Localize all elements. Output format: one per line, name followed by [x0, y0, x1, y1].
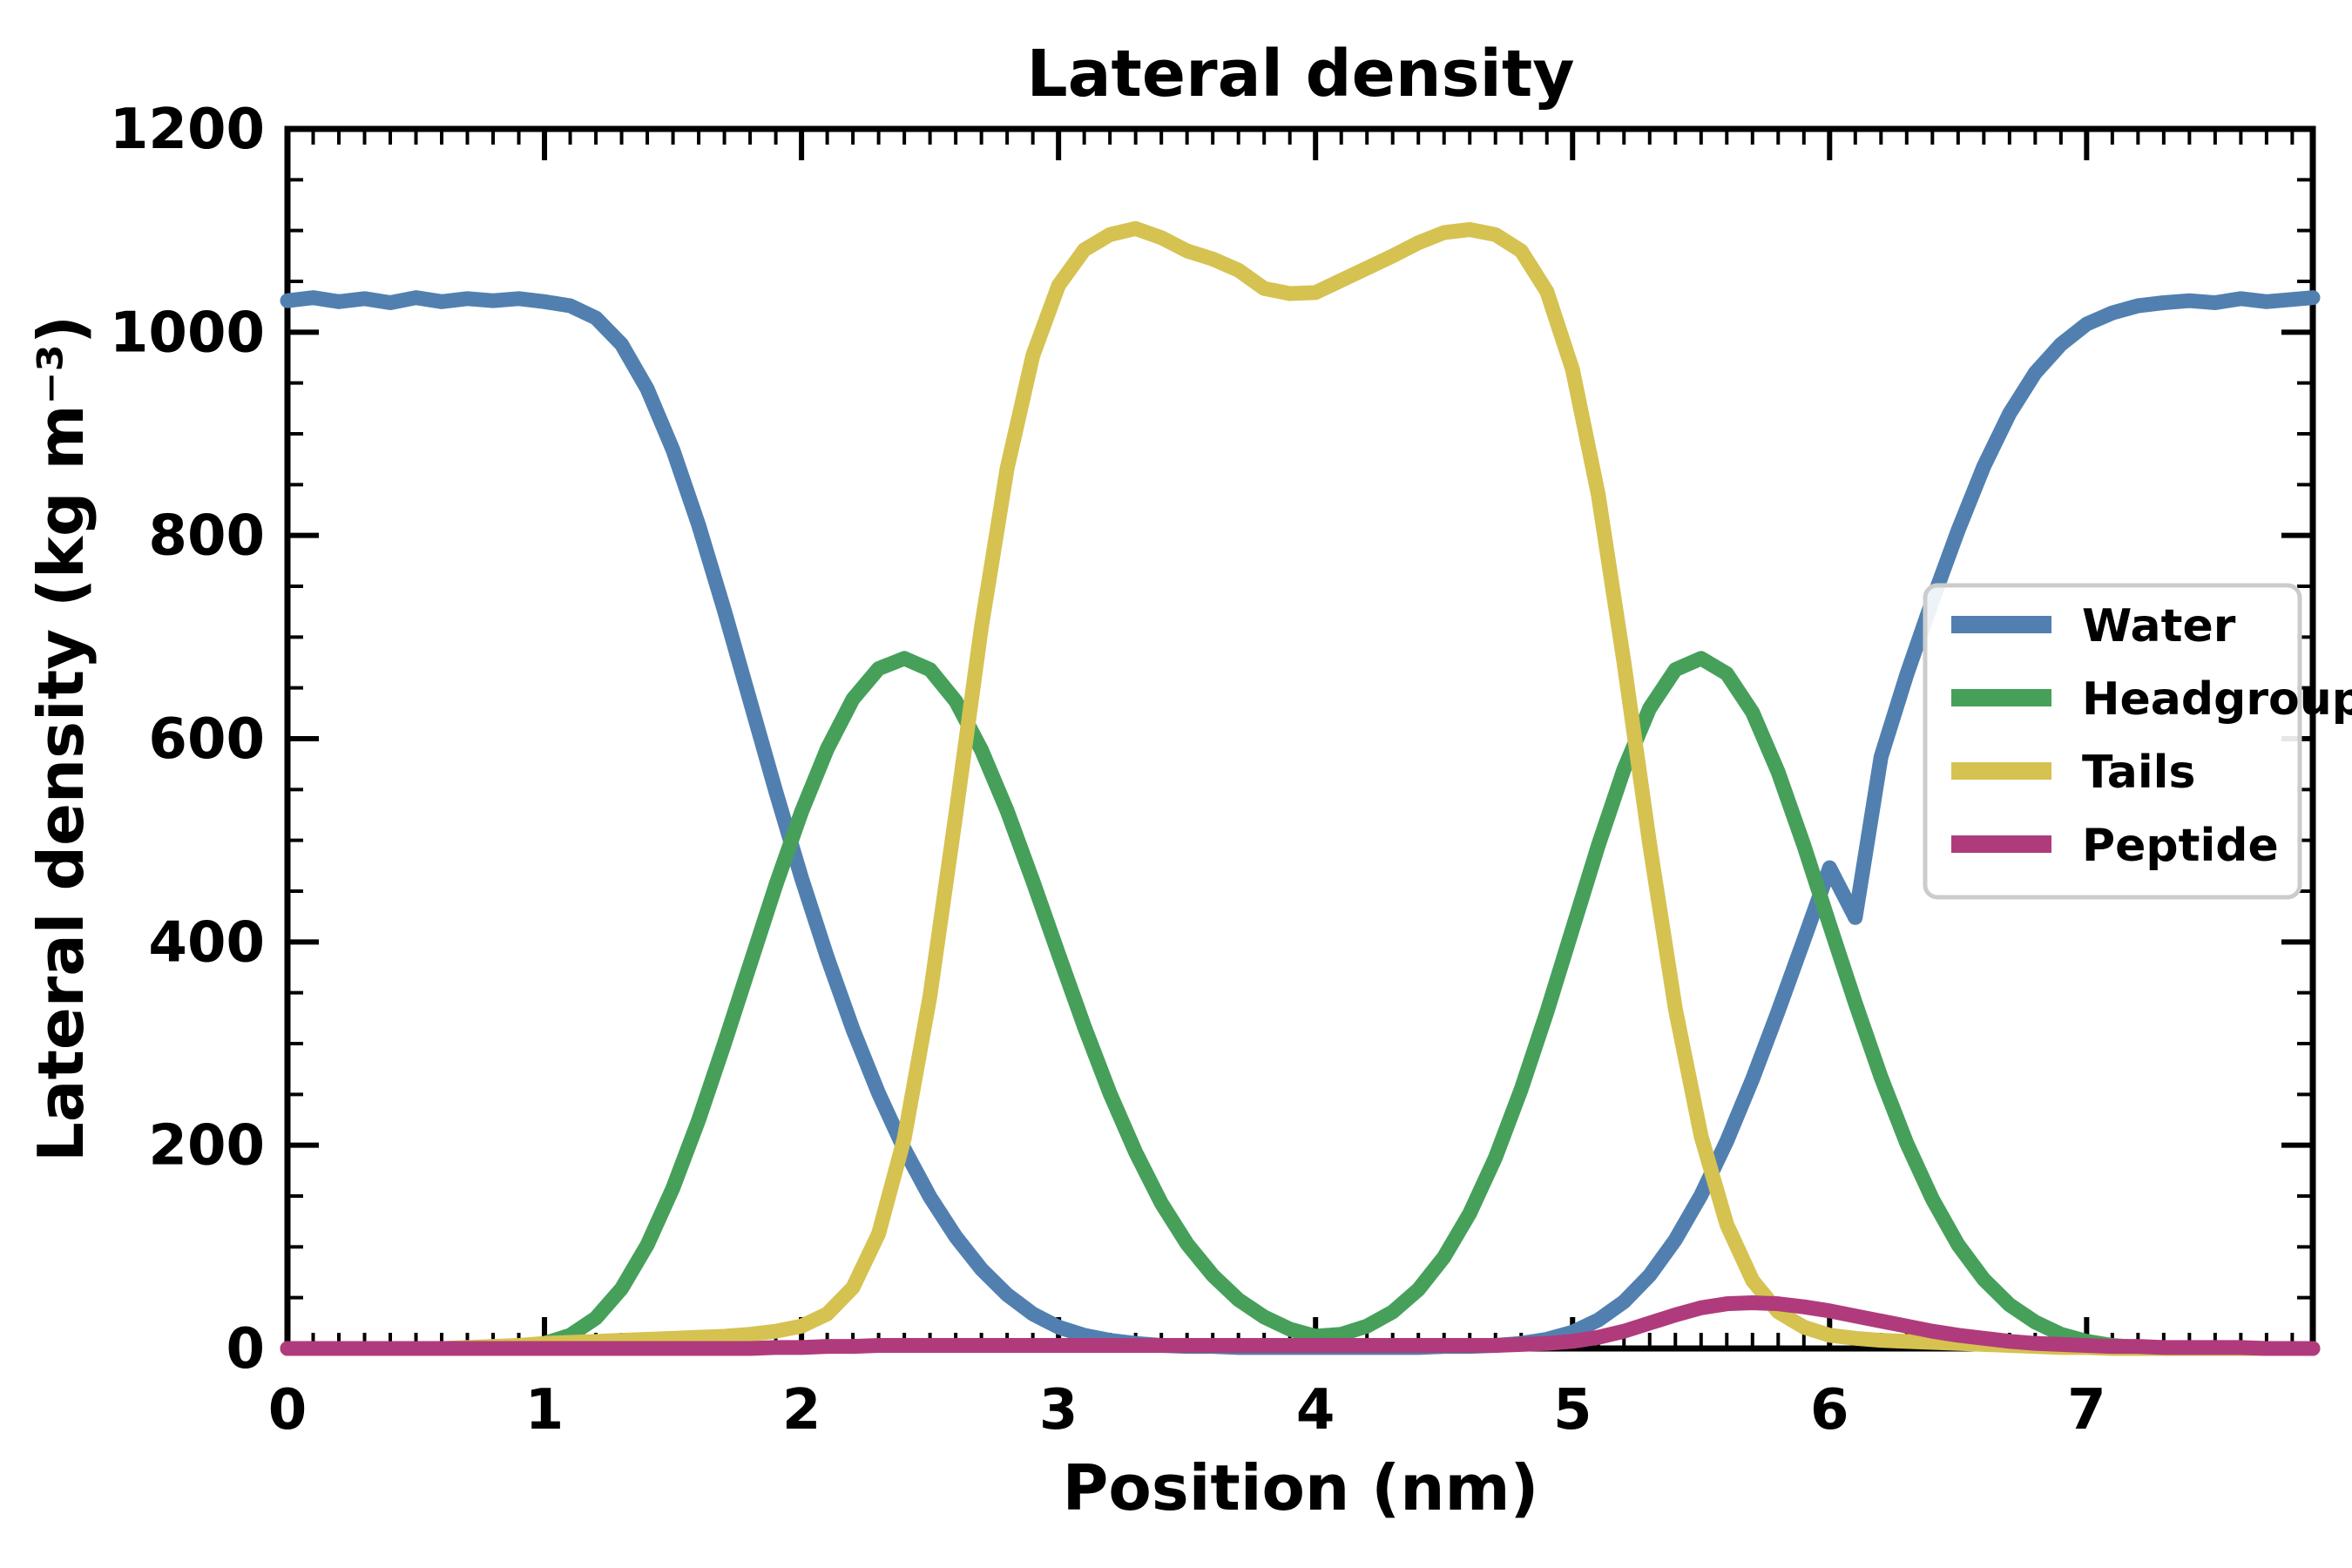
x-tick-label: 5	[1553, 1378, 1592, 1443]
legend-label-water: Water	[2082, 600, 2236, 652]
y-tick-label: 800	[148, 504, 265, 569]
x-tick-label: 0	[268, 1378, 308, 1443]
x-tick-label: 2	[782, 1378, 821, 1443]
y-axis-title: Lateral density (kg m⁻³)	[24, 315, 98, 1162]
x-tick-label: 1	[525, 1378, 564, 1443]
y-tick-label: 200	[148, 1114, 265, 1179]
chart-title: Lateral density	[1026, 37, 1574, 112]
series-line-tails	[280, 220, 2321, 1356]
x-axis-title: Position (nm)	[1063, 1451, 1539, 1524]
y-tick-label: 400	[148, 910, 265, 975]
legend-frame	[1923, 583, 2302, 900]
chart-legend[interactable]: Water Headgroups Tails Peptide	[1923, 583, 2352, 900]
y-tick-label: 600	[148, 707, 265, 772]
y-tick-label: 0	[226, 1317, 265, 1382]
legend-label-headgroups: Headgroups	[2082, 673, 2352, 726]
series-line-headgroups	[280, 651, 2321, 1356]
y-tick-label: 1000	[110, 301, 265, 365]
legend-label-tails: Tails	[2082, 747, 2195, 799]
x-tick-label: 7	[2067, 1378, 2106, 1443]
y-tick-label: 1200	[110, 98, 265, 162]
data-series-group	[280, 220, 2321, 1356]
x-tick-label: 4	[1296, 1378, 1335, 1443]
axis-tick-labels: 0 1 2 3 4 5 6 7 0 200 400 600 800 1000 1200	[110, 98, 2106, 1443]
x-tick-label: 6	[1810, 1378, 1849, 1443]
legend-label-peptide: Peptide	[2082, 820, 2279, 872]
series-line-peptide	[280, 1295, 2321, 1356]
x-tick-label: 3	[1039, 1378, 1078, 1443]
